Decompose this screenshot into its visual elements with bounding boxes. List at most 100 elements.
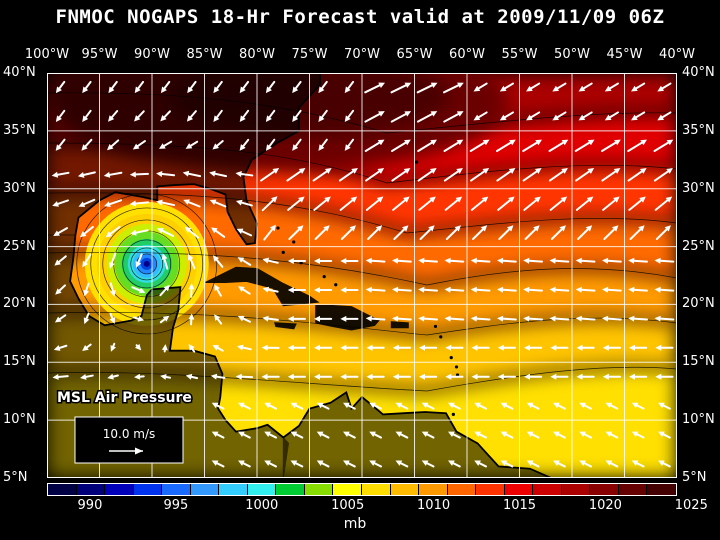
latitude-label: 10°N — [682, 412, 715, 428]
colorbar-tick-label: 1005 — [331, 498, 365, 513]
wind-arrow — [500, 460, 514, 468]
wind-arrow — [343, 460, 356, 468]
colorbar-tick-label: 995 — [163, 498, 189, 513]
wind-arrow — [156, 199, 176, 207]
wind-vectors — [51, 80, 675, 468]
wind-arrow — [211, 227, 226, 238]
wind-arrow — [83, 282, 90, 297]
wind-arrow — [55, 284, 67, 295]
colorbar-swatch — [219, 484, 248, 495]
wind-arrow — [318, 80, 328, 94]
wind-arrow — [264, 402, 277, 410]
wind-arrow — [497, 373, 516, 380]
wind-arrow — [602, 257, 622, 264]
wind-arrow — [52, 199, 69, 207]
wind-arrow — [105, 225, 121, 238]
colorbar-swatch — [247, 484, 277, 495]
wind-arrow — [579, 431, 592, 439]
wind-arrow — [187, 253, 196, 270]
wind-arrow — [443, 111, 464, 123]
wind-arrow — [238, 460, 251, 468]
wind-arrow — [522, 139, 542, 153]
wind-arrow — [526, 111, 541, 121]
wind-arrow — [265, 109, 276, 122]
wind-arrow — [469, 139, 490, 153]
wind-arrow — [364, 82, 385, 94]
wind-arrow — [444, 257, 465, 264]
wind-arrow — [524, 373, 543, 380]
wind-arrow — [657, 111, 672, 121]
wind-arrow — [500, 402, 514, 410]
wind-arrow — [316, 402, 330, 410]
wind-arrow — [497, 196, 515, 211]
wind-arrow — [344, 80, 355, 94]
wind-arrow — [524, 344, 543, 351]
wind-arrow — [369, 460, 382, 468]
wind-arrow — [549, 196, 568, 211]
wind-arrow — [390, 82, 412, 94]
wind-arrow — [549, 315, 570, 322]
wind-arrow — [470, 286, 491, 293]
wind-arrow — [314, 258, 333, 264]
latitude-label: 15°N — [3, 354, 36, 370]
wind-arrow — [628, 315, 648, 322]
wind-arrow — [78, 198, 96, 207]
wind-arrow — [419, 373, 438, 380]
wind-arrow — [418, 196, 436, 211]
wind-arrow — [631, 431, 645, 439]
wind-arrow — [419, 225, 435, 240]
wind-arrow — [160, 80, 171, 94]
wind-arrow — [550, 344, 569, 351]
wind-arrow — [235, 170, 254, 177]
wind-arrow — [80, 373, 94, 380]
wind-arrow — [54, 314, 67, 323]
wind-arrow — [367, 225, 383, 240]
colorbar-swatch — [647, 484, 677, 495]
wind-arrow — [472, 225, 488, 240]
wind-arrow — [318, 109, 328, 122]
wind-arrow — [498, 225, 514, 240]
wind-arrow — [318, 138, 328, 151]
colorbar-tick-label: 1010 — [417, 498, 451, 513]
wind-arrow — [574, 139, 595, 153]
wind-arrow — [263, 224, 276, 241]
wind-arrow — [553, 460, 566, 468]
wind-arrow — [604, 111, 619, 121]
wind-arrow — [161, 253, 169, 270]
colorbar-tick-label: 1000 — [245, 498, 279, 513]
wind-arrow — [366, 373, 385, 380]
wind-arrow — [365, 286, 386, 293]
wind-arrow — [340, 315, 359, 322]
wind-arrow — [523, 257, 543, 264]
wind-arrow — [239, 138, 250, 151]
wind-arrow — [471, 373, 490, 380]
wind-arrow — [550, 225, 566, 240]
colorbar-swatch — [276, 484, 305, 495]
wind-arrow — [575, 196, 594, 211]
wind-arrow — [629, 373, 648, 380]
chart-title: FNMOC NOGAPS 18-Hr Forecast valid at 200… — [55, 6, 665, 28]
wind-arrow — [603, 225, 619, 240]
wind-arrow — [577, 225, 593, 240]
wind-arrow — [211, 460, 225, 468]
wind-arrow — [82, 109, 92, 122]
wind-arrow — [287, 287, 306, 293]
wind-arrow — [187, 80, 197, 94]
latitude-label: 35°N — [682, 122, 715, 138]
wind-arrow — [605, 402, 619, 410]
wind-arrow — [416, 82, 438, 94]
wind-arrow — [82, 343, 92, 352]
latitude-label: 15°N — [682, 354, 715, 370]
wind-arrow — [474, 431, 487, 439]
wind-arrow — [443, 168, 463, 182]
wind-arrow — [497, 257, 517, 264]
wind-arrow — [292, 109, 302, 122]
wind-arrow — [288, 225, 304, 240]
wind-arrow — [552, 111, 567, 121]
wind-arrow — [444, 315, 465, 322]
wind-arrow — [209, 170, 228, 178]
wind-arrow — [314, 373, 333, 380]
wind-arrow — [77, 171, 96, 178]
wind-arrow — [471, 344, 490, 351]
wind-arrow — [473, 111, 488, 121]
